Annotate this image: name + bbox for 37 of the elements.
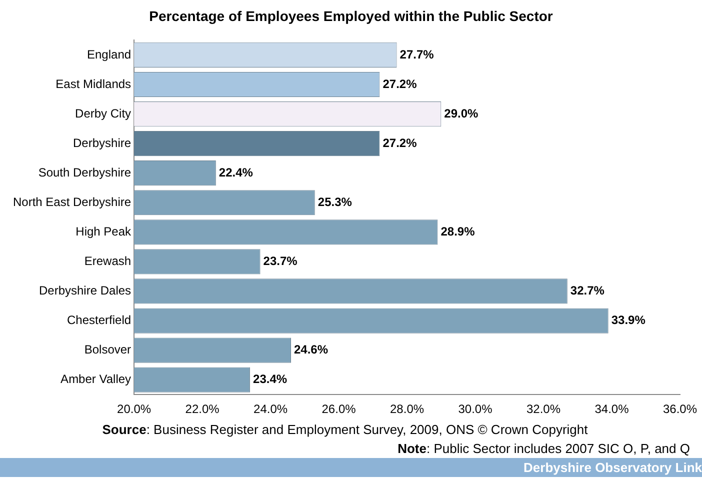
y-tick-label: England bbox=[86, 47, 132, 62]
y-tick-label: Derby City bbox=[75, 106, 132, 120]
data-label: 33.9% bbox=[611, 313, 646, 328]
text: Derbyshire Observatory Link bbox=[524, 460, 702, 475]
data-label: 27.2% bbox=[382, 76, 418, 91]
x-tick-label: 30.0% bbox=[458, 402, 493, 416]
x-tick-label: 20.0% bbox=[117, 402, 152, 416]
data-label: 24.6% bbox=[294, 342, 328, 357]
y-tick-label: South Derbyshire bbox=[38, 165, 132, 180]
y-tick-label: East Midlands bbox=[56, 76, 132, 91]
data-label: 27.7% bbox=[400, 47, 434, 62]
data-label: 27.2% bbox=[382, 136, 418, 150]
y-tick-label: Erewash bbox=[84, 254, 132, 268]
x-tick-label: 22.0% bbox=[185, 402, 220, 416]
data-label: 28.9% bbox=[440, 224, 476, 238]
y-tick-label: Derbyshire bbox=[73, 136, 132, 150]
y-tick-label: Amber Valley bbox=[60, 372, 132, 386]
y-tick-label: North East Derbyshire bbox=[12, 194, 132, 209]
x-tick-label: 34.0% bbox=[594, 402, 630, 416]
x-tick-label: 32.0% bbox=[526, 402, 561, 416]
data-label: 25.3% bbox=[318, 194, 352, 209]
chart-title: Percentage of Employees Employed within the Public Sector bbox=[148, 7, 554, 26]
x-tick-label: 26.0% bbox=[322, 402, 356, 416]
data-label: 23.7% bbox=[263, 254, 298, 268]
source-note: Source: Business Register and Employment Survey, 2009, ONS © Crown Copyright bbox=[101, 421, 589, 439]
y-tick-label: Derbyshire Dales bbox=[38, 284, 132, 298]
data-label: 29.0% bbox=[444, 106, 478, 120]
data-label: 23.4% bbox=[253, 372, 288, 386]
y-tick-label: High Peak bbox=[76, 224, 132, 238]
y-tick-label: Chesterfield bbox=[67, 313, 132, 328]
data-label: 22.4% bbox=[218, 165, 254, 180]
x-tick-label: 28.0% bbox=[390, 402, 424, 416]
y-tick-label: Bolsover bbox=[84, 342, 132, 357]
data-label: 32.7% bbox=[570, 284, 605, 298]
x-tick-label: 36.0% bbox=[662, 402, 698, 416]
text: Note: Public Sector includes 2007 SIC O, P, and Q bbox=[396, 440, 690, 458]
x-tick-label: 24.0% bbox=[254, 402, 288, 416]
